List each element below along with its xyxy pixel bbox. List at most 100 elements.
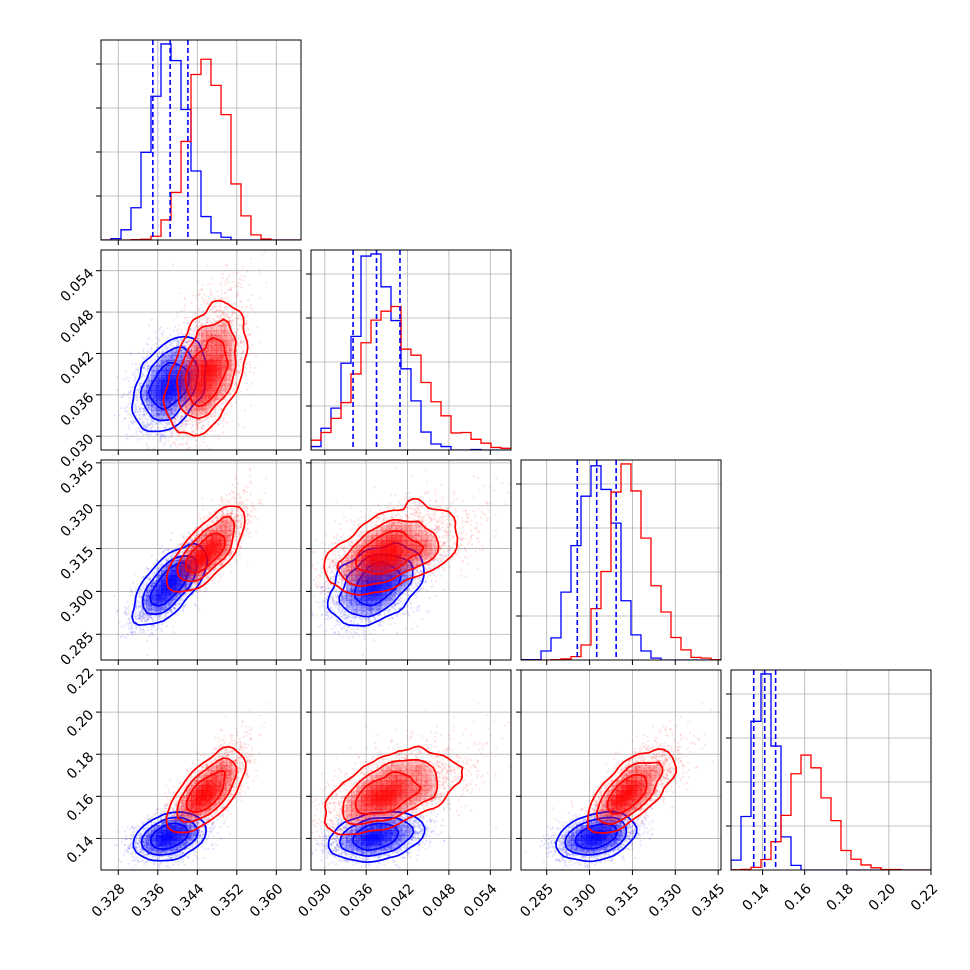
sample-point (125, 409, 128, 413)
sample-point (184, 397, 187, 400)
sample-point (153, 382, 157, 385)
sample-point (140, 417, 143, 420)
sample-point (186, 365, 189, 368)
sample-point (168, 436, 171, 439)
sample-point (229, 392, 232, 395)
sample-point (200, 287, 203, 290)
sample-point (143, 391, 146, 394)
sample-point (193, 342, 196, 345)
sample-point (191, 418, 194, 421)
sample-point (174, 404, 177, 407)
sample-point (180, 353, 183, 356)
sample-point (260, 254, 264, 257)
sample-point (239, 390, 242, 393)
sample-point (134, 391, 137, 394)
sample-point (176, 414, 179, 417)
sample-point (153, 358, 157, 361)
sample-point (234, 283, 237, 286)
sample-point (148, 451, 150, 453)
sample-point (189, 417, 192, 421)
sample-point (240, 275, 243, 278)
sample-point (183, 298, 186, 301)
sample-point (167, 354, 170, 357)
sample-point (157, 423, 160, 426)
sample-point (156, 354, 159, 357)
sample-point (147, 384, 150, 387)
sample-point (150, 409, 153, 412)
sample-point (209, 456, 211, 458)
sample-point (180, 328, 183, 331)
panel-0-0 (96, 39, 302, 245)
sample-point (123, 378, 126, 381)
sample-point (135, 429, 138, 432)
sample-point (196, 439, 199, 442)
sample-point (223, 379, 226, 382)
sample-point (134, 362, 137, 366)
sample-point (201, 284, 204, 287)
sample-point (162, 360, 165, 364)
sample-point (152, 370, 155, 373)
sample-point (143, 414, 146, 417)
sample-point (130, 418, 134, 422)
sample-point (145, 398, 148, 401)
sample-point (136, 438, 139, 441)
sample-point (178, 292, 181, 295)
sample-point (142, 424, 145, 427)
sample-point (234, 385, 237, 388)
sample-point (185, 341, 188, 344)
sample-point (248, 360, 251, 363)
sample-point (149, 404, 152, 407)
sample-point (187, 422, 190, 425)
sample-point (157, 433, 160, 436)
sample-point (171, 411, 174, 415)
sample-point (145, 381, 149, 384)
sample-point (170, 408, 174, 411)
sample-point (180, 442, 183, 446)
sample-point (124, 370, 127, 373)
sample-point (155, 409, 158, 412)
sample-point (126, 376, 129, 379)
sample-point (175, 335, 178, 338)
sample-point (180, 332, 183, 335)
sample-point (172, 353, 175, 356)
sample-point (197, 320, 200, 324)
sample-point (152, 404, 155, 407)
sample-point (186, 405, 189, 408)
sample-point (144, 424, 148, 427)
sample-point (145, 385, 148, 388)
sample-point (199, 426, 203, 429)
sample-point (135, 397, 138, 400)
sample-point (201, 453, 203, 455)
sample-point (187, 361, 190, 364)
sample-point (164, 422, 167, 425)
sample-point (154, 330, 158, 333)
sample-point (205, 327, 208, 330)
sample-point (223, 283, 226, 286)
sample-point (152, 372, 155, 375)
sample-point (200, 322, 204, 325)
sample-point (181, 437, 184, 440)
sample-point (194, 325, 197, 328)
sample-point (216, 305, 219, 309)
sample-point (263, 251, 266, 254)
sample-point (170, 341, 174, 344)
sample-point (239, 368, 242, 371)
sample-point (155, 408, 158, 411)
sample-point (165, 434, 168, 437)
sample-point (182, 434, 185, 438)
sample-point (226, 276, 230, 279)
sample-point (186, 437, 190, 440)
sample-point (158, 339, 161, 343)
sample-point (136, 395, 139, 398)
sample-point (179, 349, 182, 353)
sample-point (157, 413, 160, 416)
sample-point (176, 315, 179, 318)
sample-point (145, 393, 148, 396)
sample-point (237, 359, 240, 363)
sample-point (131, 416, 134, 419)
sample-point (160, 361, 163, 364)
sample-point (177, 332, 180, 335)
sample-point (175, 341, 179, 344)
sample-point (155, 355, 158, 358)
sample-point (178, 324, 181, 327)
